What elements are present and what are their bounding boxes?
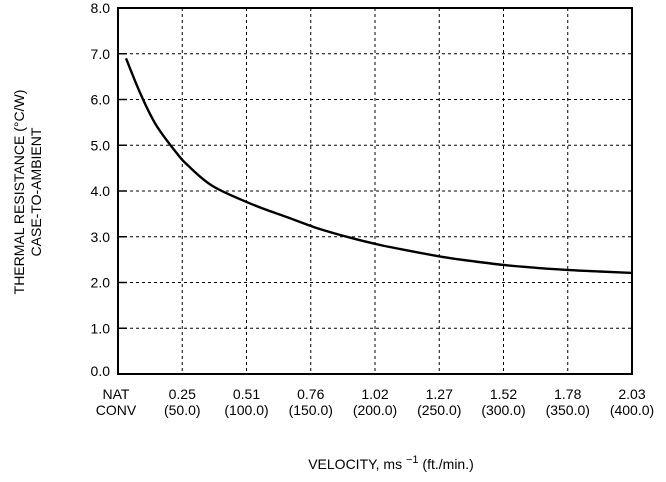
x-tick-label-sub: CONV (96, 402, 137, 418)
grid-lines (118, 8, 632, 374)
x-axis-label-tail: (ft./min.) (419, 456, 474, 472)
x-tick-label: 0.51 (233, 386, 260, 402)
y-tick-marks (118, 7, 127, 329)
y-tick-label: 6.0 (91, 92, 111, 108)
y-tick-labels: 0.0 1.0 2.0 3.0 4.0 5.0 6.0 7.0 8.0 (91, 0, 111, 379)
series-line (124, 57, 633, 275)
x-axis-label-superscript: −1 (406, 454, 419, 466)
x-tick-label: 1.78 (554, 386, 581, 402)
y-tick-label: 0.0 (91, 363, 111, 379)
y-axis-label-line1: THERMAL RESISTANCE (°C/W) (11, 90, 27, 295)
x-tick-label: 2.03 (618, 386, 645, 402)
y-tick-label: 1.0 (91, 320, 111, 336)
x-tick-label-sub: (250.0) (417, 402, 461, 418)
x-tick-label-sub: (200.0) (353, 402, 397, 418)
x-tick-label: NAT (103, 386, 130, 402)
y-tick-label: 3.0 (91, 229, 111, 245)
x-axis-label-main: VELOCITY, ms (308, 456, 406, 472)
x-tick-label-sub: (150.0) (289, 402, 333, 418)
x-tick-label-sub: (50.0) (164, 402, 201, 418)
y-tick-label: 7.0 (91, 46, 111, 62)
x-tick-label: 0.25 (169, 386, 196, 402)
x-tick-label-sub: (400.0) (610, 402, 654, 418)
y-tick-label: 5.0 (91, 137, 111, 153)
x-tick-label: 0.76 (297, 386, 324, 402)
x-tick-label-sub: (100.0) (224, 402, 268, 418)
y-tick-label: 8.0 (91, 0, 111, 16)
y-tick-label: 2.0 (91, 275, 111, 291)
y-axis-label-line2: CASE-TO-AMBIENT (28, 127, 44, 256)
y-tick-label: 4.0 (91, 183, 111, 199)
x-tick-label: 1.27 (426, 386, 453, 402)
x-tick-label-sub: (350.0) (546, 402, 590, 418)
x-tick-label: 1.02 (361, 386, 388, 402)
x-tick-label: 1.52 (490, 386, 517, 402)
x-axis-label: VELOCITY, ms −1 (ft./min.) (308, 454, 474, 472)
x-tick-label-sub: (300.0) (481, 402, 525, 418)
